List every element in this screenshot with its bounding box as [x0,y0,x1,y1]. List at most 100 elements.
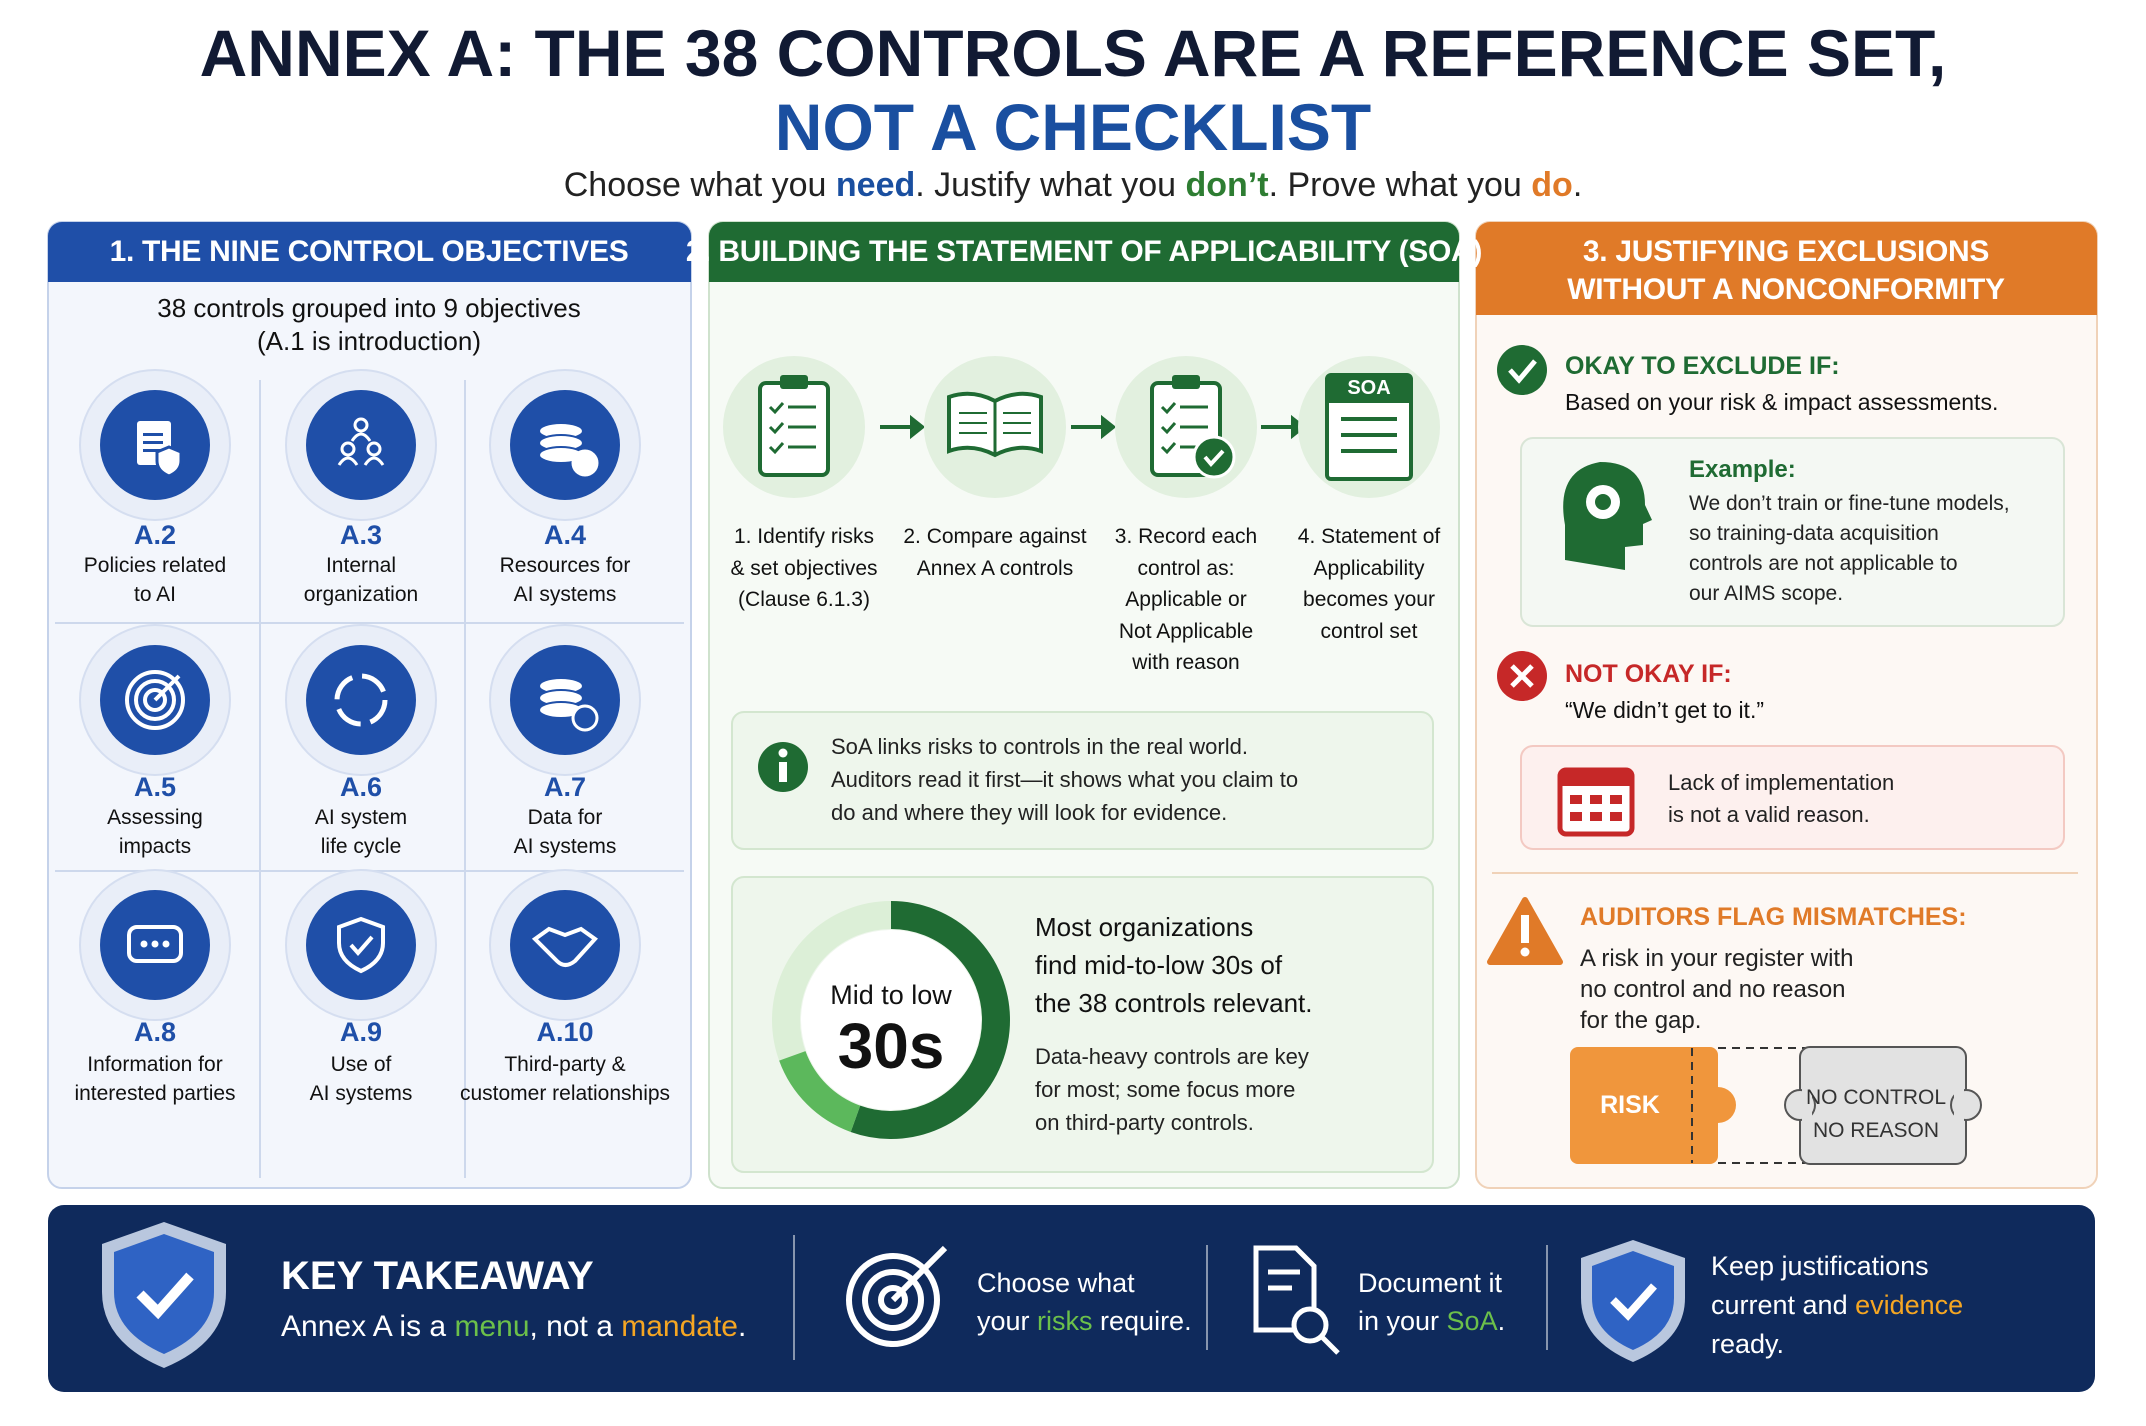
text-segment: need [835,166,916,204]
icon-part [768,402,785,415]
text-segment: risks [1037,1306,1093,1336]
icon-part [134,679,176,721]
objective-label: Resources for AI systems [500,551,631,609]
text-line: to AI [133,583,177,606]
ok-text: Based on your risk & impact assessments. [1565,389,1999,415]
stat-detail: Data-heavy controls are key for most; som… [1035,1040,1309,1139]
icon-part [1160,422,1177,435]
text-line: Applicability [1313,556,1425,580]
text-line: no control and no reason [1580,976,1846,1003]
text-line: Choose what [977,1268,1135,1298]
text-segment: menu [454,1310,530,1343]
step-text: 4. Statement of Applicability becomes your… [1298,521,1440,647]
icon-part [1203,449,1225,468]
puzzle-label: NO CONTROL NO REASON [1806,1081,1946,1147]
title-highlight: NOT A CHECKLIST [774,90,1372,164]
ok-heading: OKAY TO EXCLUDE IF: [1565,352,1840,380]
text-line: Document it [1358,1268,1503,1298]
text-line: Information for [87,1053,223,1076]
footer-shield [102,1222,226,1368]
icon-part [768,422,785,435]
footer-item: Choose what your risks require. [977,1264,1192,1340]
icon-part [1192,435,1236,479]
step-text: 2. Compare against Annex A controls [903,521,1086,584]
text-line: Applicable or [1125,588,1247,611]
note-text: Lack of implementation is not a valid rea… [1668,767,1894,831]
objective-label: Use of AI systems [310,1050,413,1108]
icon-part [153,674,181,702]
text-line: (A.1 is introduction) [257,326,481,356]
panel-intro: 38 controls grouped into 9 objectives (A.… [157,292,581,358]
step-text: 3. Record each control as: Applicable or No… [1115,521,1257,679]
text-line: 38 controls grouped into 9 objectives [157,293,581,323]
objective-code: A.6 [339,772,383,802]
objective-code: A.5 [133,772,177,802]
text-segment: . [737,1310,747,1343]
text-line: 2. Compare against [903,525,1087,548]
step-text: 1. Identify risks & set objectives (Clause… [730,521,877,616]
text-line: life cycle [320,835,402,858]
subtitle: Choose what you need. Justify what you d… [564,165,1583,206]
text-line: our AIMS scope. [1689,582,1844,605]
objective-code: A.4 [543,520,587,550]
text-line: Keep justifications [1711,1251,1929,1281]
text-line: Auditors read it first—it shows what you… [831,767,1299,792]
text-line: Internal [325,554,397,577]
text-line: find mid-to-low 30s of [1035,950,1283,980]
icon-part [363,456,385,466]
text-line: 1. Identify risks [733,525,875,548]
panel-header [709,252,1459,282]
text-line: your risks require. [977,1302,1192,1340]
text-line: We don’t train or fine-tune models, [1689,492,2010,515]
text-line: Most organizations [1035,912,1254,942]
icon-part [125,670,185,730]
icon-part [143,688,167,712]
objective-code: A.9 [339,1017,383,1047]
footer-title: KEY TAKEAWAY [281,1254,594,1298]
text-line: with reason [1132,651,1240,674]
text-segment: in your [1358,1306,1447,1336]
text-line: A risk in your register with [1580,945,1854,972]
stat-headline: Most organizations find mid-to-low 30s of… [1035,908,1313,1022]
text-line: ready. [1711,1329,1785,1359]
icon-part [366,441,382,457]
text-line: Assessing [107,806,203,829]
icon-part [127,925,183,963]
text-segment: . Justify what you [915,166,1186,204]
text-line: on third-party controls. [1035,1110,1254,1135]
icon-part [306,890,416,1000]
text-segment: require. [1092,1306,1192,1336]
flag-heading: AUDITORS FLAG MISMATCHES: [1580,903,1967,931]
icon-part [162,940,170,948]
objective-code: A.7 [543,772,587,802]
panel-title: 1. THE NINE CONTROL OBJECTIVES [109,235,629,268]
text-line: Resources for [499,554,631,577]
icon-part [1327,375,1411,403]
panel-header [48,252,691,282]
ring-value: 30s [837,1010,945,1082]
text-line: Use of [330,1053,392,1076]
text-line: becomes your [1303,588,1435,611]
text-line: Data-heavy controls are key [1035,1044,1309,1069]
ring-center [801,930,981,1110]
footer-item: Document it in your SoA. [1358,1264,1505,1340]
text-line: 3. JUSTIFYING EXCLUSIONS [1582,235,1990,268]
icon-part [571,704,599,732]
not-ok-heading: NOT OKAY IF: [1565,660,1732,688]
text-segment: mandate [621,1310,738,1343]
panel-title: 3. JUSTIFYING EXCLUSIONS WITHOUT A NONCON… [1567,233,2005,309]
text-line: AI systems [513,583,617,606]
icon-part [337,916,385,974]
ring-label: Mid to low [830,980,952,1010]
step-arrows [880,414,1307,440]
text-line: control set [1320,619,1418,643]
icon-part [353,417,369,433]
objective-label: Assessing impacts [107,803,203,861]
text-segment: SoA [1446,1306,1498,1336]
text-line: interested parties [74,1082,236,1105]
icon-part [780,375,808,389]
flag-text: A risk in your register with no control a… [1580,943,1853,1036]
text-segment: , not a [529,1310,622,1343]
